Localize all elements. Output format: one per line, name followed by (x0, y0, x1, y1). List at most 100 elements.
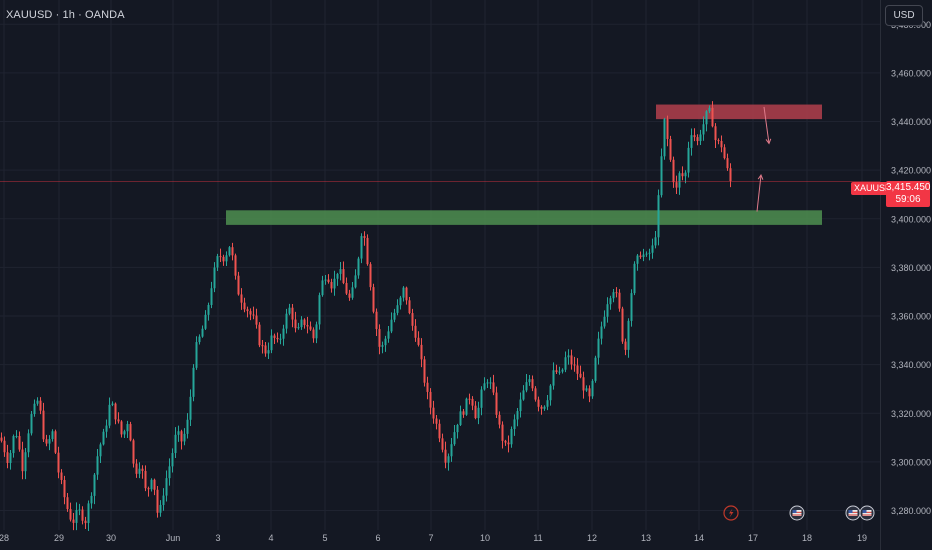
candle-body (504, 440, 507, 443)
candle-body (210, 288, 213, 305)
candle-body (120, 421, 123, 435)
candle-body (261, 345, 264, 347)
candle-body (249, 311, 252, 315)
candle-body (516, 411, 519, 420)
candle-body (207, 304, 210, 315)
candle-body (420, 344, 423, 360)
candle-body (513, 419, 516, 430)
x-tick-label: 13 (641, 533, 651, 543)
candle-body (276, 337, 279, 340)
candle-body (549, 385, 552, 401)
candle-body (279, 338, 282, 340)
candle-body (507, 442, 510, 445)
candle-body (498, 414, 501, 425)
symbol-price-label: XAUUSD (851, 182, 895, 195)
candle-body (399, 297, 402, 306)
candle-body (303, 319, 306, 326)
candle-body (78, 509, 81, 511)
candle-body (132, 440, 135, 464)
flag-stripe (792, 514, 802, 516)
candle-body (33, 403, 36, 415)
candle-body (150, 479, 153, 490)
candle-body (669, 139, 672, 160)
candle-body (363, 236, 366, 238)
candle-body (294, 319, 297, 329)
candle-body (96, 456, 99, 475)
bolt-icon (723, 505, 739, 521)
candle-body (414, 325, 417, 338)
candle-body (231, 247, 234, 256)
candle-body (483, 383, 486, 390)
candle-body (480, 389, 483, 408)
candle-body (690, 135, 693, 148)
candle-body (684, 172, 687, 177)
candle-body (72, 519, 75, 523)
y-tick-label: 3,360.000 (891, 312, 931, 322)
candle-body (528, 379, 531, 383)
candle-body (435, 418, 438, 424)
candle-body (351, 287, 354, 298)
candle-body (183, 433, 186, 442)
candle-body (411, 313, 414, 326)
candle-body (450, 444, 453, 457)
candle-body (6, 452, 9, 463)
candle-body (156, 489, 159, 513)
candle-body (618, 292, 621, 309)
candle-body (372, 287, 375, 312)
bolt-glyph (729, 508, 734, 518)
candle-body (315, 324, 318, 339)
candle-body (147, 488, 150, 490)
candle-body (681, 173, 684, 177)
candle-body (66, 497, 69, 510)
candle-body (282, 328, 285, 339)
candle-body (519, 399, 522, 412)
candle-body (726, 158, 729, 169)
candle-body (300, 319, 303, 328)
candle-body (330, 281, 333, 289)
y-tick-label: 3,380.000 (891, 263, 931, 273)
candle-body (555, 370, 558, 372)
candle-body (588, 388, 591, 397)
x-tick-label: 11 (533, 533, 542, 543)
candle-body (246, 309, 249, 312)
candle-body (573, 364, 576, 366)
candle-body (213, 267, 216, 289)
candle-body (159, 504, 162, 513)
x-tick-label: 18 (802, 533, 812, 543)
y-tick-label: 3,420.000 (891, 166, 931, 176)
candle-body (525, 382, 528, 391)
candle-body (636, 255, 639, 264)
candle-body (666, 119, 669, 140)
candle-body (306, 325, 309, 327)
candle-body (384, 338, 387, 346)
candle-body (603, 316, 606, 327)
up-arrow-head (757, 174, 764, 180)
candle-body (693, 135, 696, 138)
candle-body (696, 137, 699, 142)
candle-body (570, 355, 573, 365)
candle-body (630, 293, 633, 321)
candle-body (225, 255, 228, 262)
candle-body (402, 287, 405, 298)
candle-body (702, 124, 705, 135)
candle-body (594, 357, 597, 381)
x-tick-label: 10 (480, 533, 490, 543)
candle-body (567, 355, 570, 358)
candle-body (534, 388, 537, 400)
candle-body (471, 398, 474, 406)
candle-body (234, 255, 237, 276)
candle-body (180, 431, 183, 442)
flag-canton (862, 510, 867, 513)
currency-button[interactable]: USD (885, 5, 923, 26)
candle-body (723, 147, 726, 159)
candle-body (30, 414, 33, 434)
candle-body (45, 439, 48, 444)
candle-body (144, 470, 147, 489)
candle-body (717, 140, 720, 142)
candle-body (240, 294, 243, 303)
candle-body (24, 452, 27, 472)
candle-body (579, 373, 582, 378)
